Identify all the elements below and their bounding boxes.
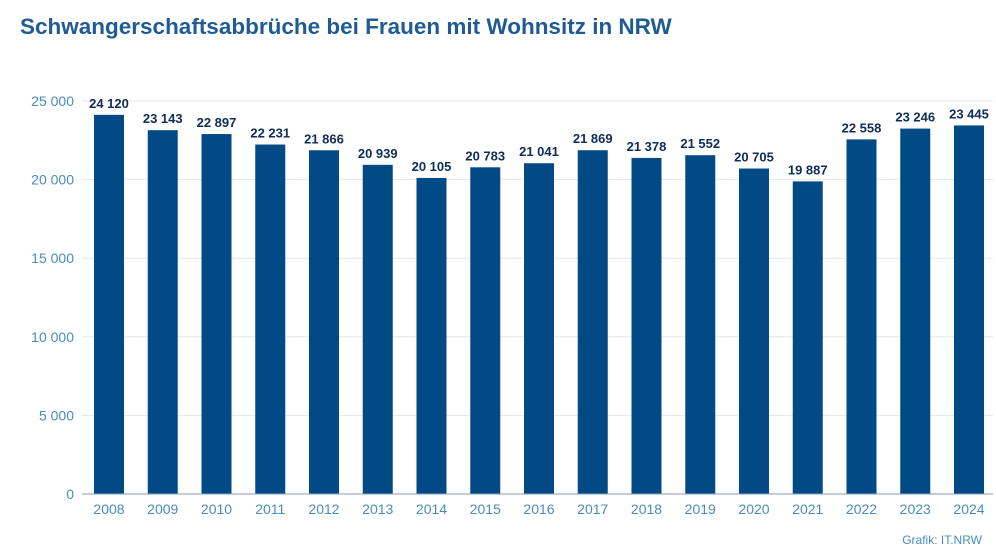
bar: [524, 163, 554, 494]
bar: [470, 167, 501, 494]
x-tick-label: 2011: [255, 501, 285, 517]
x-tick-label: 2018: [631, 501, 662, 517]
bar-value-label: 21 866: [304, 131, 344, 146]
y-tick-label: 5 000: [39, 407, 74, 423]
x-tick-label: 2024: [953, 501, 984, 517]
bar: [255, 144, 286, 494]
y-tick-label: 20 000: [31, 172, 74, 188]
bar: [846, 139, 877, 494]
y-tick-label: 15 000: [31, 250, 74, 266]
x-tick-label: 2014: [416, 501, 447, 517]
chart-title: Schwangerschaftsabbrüche bei Frauen mit …: [20, 14, 672, 39]
bar-value-label: 21 552: [680, 136, 720, 151]
x-tick-label: 2009: [147, 501, 178, 517]
bar: [201, 134, 232, 495]
bar: [739, 168, 769, 494]
bar-value-label: 23 246: [895, 110, 935, 125]
bar-value-label: 23 445: [949, 106, 989, 121]
bar: [577, 150, 608, 495]
bar-value-label: 22 231: [250, 126, 290, 141]
x-tick-label: 2020: [738, 501, 769, 517]
x-tick-label: 2013: [362, 501, 393, 517]
x-tick-label: 2012: [308, 501, 339, 517]
x-tick-label: 2022: [846, 501, 877, 517]
bar-value-label: 22 897: [197, 115, 237, 130]
bar-value-label: 24 120: [89, 96, 129, 111]
bar-value-label: 20 783: [465, 148, 505, 163]
bar: [309, 150, 339, 494]
bar: [94, 114, 124, 494]
bar: [685, 155, 716, 494]
bar-value-label: 23 143: [143, 111, 183, 126]
bar: [147, 130, 178, 494]
x-tick-label: 2017: [577, 501, 608, 517]
x-tick-label: 2021: [792, 501, 823, 517]
bar-value-label: 20 939: [358, 146, 398, 161]
bar: [954, 125, 984, 494]
x-tick-label: 2010: [201, 501, 232, 517]
bar: [792, 181, 823, 495]
y-tick-label: 25 000: [31, 93, 74, 109]
bar-value-label: 22 558: [842, 120, 882, 135]
x-tick-label: 2015: [470, 501, 501, 517]
bar-value-label: 20 705: [734, 150, 774, 165]
x-tick-label: 2008: [93, 501, 124, 517]
bar-value-label: 20 105: [412, 159, 452, 174]
bar: [362, 164, 393, 494]
bar: [631, 157, 662, 494]
x-tick-label: 2023: [900, 501, 931, 517]
x-tick-label: 2019: [685, 501, 716, 517]
y-tick-label: 10 000: [31, 329, 74, 345]
bar: [900, 128, 931, 494]
bar-value-label: 21 041: [519, 144, 559, 159]
bar: [416, 177, 447, 494]
bar-value-label: 19 887: [788, 162, 828, 177]
source-credit: Grafik: IT.NRW: [902, 533, 982, 547]
bar-value-label: 21 869: [573, 131, 613, 146]
bar-value-label: 21 378: [627, 139, 667, 154]
x-tick-label: 2016: [523, 501, 554, 517]
y-tick-label: 0: [66, 486, 74, 502]
